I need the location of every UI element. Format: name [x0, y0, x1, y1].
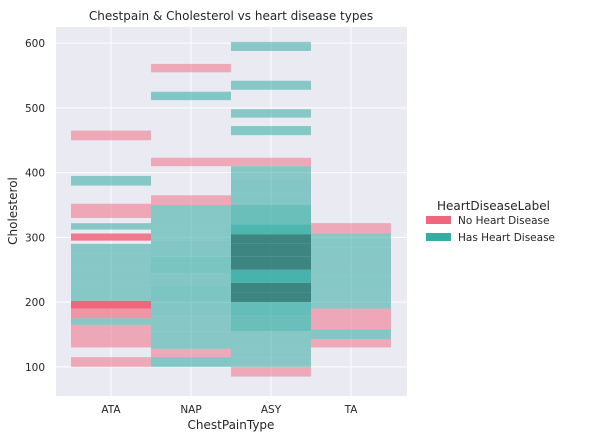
heatmap-cell-has-heart-disease	[231, 179, 311, 193]
heatmap-cell-no-heart-disease	[311, 308, 391, 330]
y-axis-label: Cholesterol	[6, 177, 20, 245]
x-tick-label: TA	[344, 404, 359, 416]
y-tick-label: 400	[25, 168, 45, 180]
heatmap-cell-has-heart-disease	[311, 247, 391, 262]
heatmap-cell-has-heart-disease	[311, 276, 391, 293]
heatmap-cell-no-heart-disease	[151, 348, 231, 358]
heatmap-cell-has-heart-disease	[231, 269, 311, 283]
y-tick-label: 500	[25, 103, 45, 115]
legend-title: HeartDiseaseLabel	[437, 199, 550, 213]
legend-swatch-no-heart-disease	[426, 216, 451, 224]
legend-swatch-has-heart-disease	[426, 233, 451, 241]
heatmap-cell-has-heart-disease	[151, 240, 231, 257]
heatmap-cell-has-heart-disease	[231, 41, 311, 51]
heatmap-cell-no-heart-disease	[311, 223, 391, 234]
heatmap-cell-has-heart-disease	[151, 331, 231, 349]
legend-label-no-heart-disease: No Heart Disease	[458, 215, 549, 227]
heatmap-cell-has-heart-disease	[231, 166, 311, 180]
heatmap-cell-has-heart-disease	[231, 315, 311, 332]
heatmap-cell-has-heart-disease	[311, 329, 391, 340]
heatmap-cells	[71, 41, 391, 377]
heatmap-cell-has-heart-disease	[311, 261, 391, 277]
heatmap-cell-no-heart-disease	[151, 157, 231, 167]
heatmap-cell-has-heart-disease	[231, 243, 311, 257]
heatmap-cell-has-heart-disease	[71, 318, 151, 325]
heatmap-cell-no-heart-disease	[151, 63, 231, 73]
heatmap-cell-has-heart-disease	[151, 224, 231, 241]
heatmap-cell-has-heart-disease	[231, 109, 311, 118]
heatmap-cell-has-heart-disease	[71, 175, 151, 186]
heatmap-cell-has-heart-disease	[151, 285, 231, 303]
heatmap-cell-no-heart-disease	[71, 324, 151, 332]
heatmap-cell-no-heart-disease	[231, 366, 311, 377]
x-tick-labels: ATA NAP ASY TA	[101, 404, 358, 416]
heatmap-cell-no-heart-disease	[71, 357, 151, 367]
heatmap-cell-has-heart-disease	[311, 292, 391, 309]
heatmap-cell-has-heart-disease	[231, 224, 311, 235]
heatmap-cell-has-heart-disease	[151, 302, 231, 316]
y-tick-label: 200	[25, 297, 45, 309]
x-axis-label: ChestPainType	[188, 418, 275, 432]
y-tick-labels: 100 200 300 400 500 600	[25, 38, 45, 374]
heatmap-cell-has-heart-disease	[71, 253, 151, 267]
heatmap-cell-has-heart-disease	[71, 266, 151, 286]
x-tick-label: ATA	[101, 404, 121, 416]
heatmap-cell-has-heart-disease	[231, 80, 311, 90]
heatmap-cell-has-heart-disease	[231, 126, 311, 136]
legend: HeartDiseaseLabel No Heart Disease Has H…	[426, 199, 555, 244]
heatmap-cell-has-heart-disease	[231, 357, 311, 367]
heatmap-cell-has-heart-disease	[151, 357, 231, 367]
heatmap-cell-has-heart-disease	[311, 233, 391, 248]
x-tick-label: ASY	[261, 404, 282, 416]
heatmap-cell-has-heart-disease	[231, 282, 311, 293]
heatmap-cell-no-heart-disease	[71, 203, 151, 218]
heatmap-cell-no-heart-disease	[71, 308, 151, 319]
heatmap-cell-has-heart-disease	[71, 243, 151, 254]
heatmap-cell-has-heart-disease	[151, 256, 231, 273]
heatmap-cell-no-heart-disease	[71, 300, 151, 309]
heatmap-cell-has-heart-disease	[151, 205, 231, 212]
heatmap-cell-no-heart-disease	[71, 130, 151, 141]
heatmap-cell-has-heart-disease	[231, 292, 311, 303]
y-tick-label: 600	[25, 38, 45, 50]
y-tick-label: 300	[25, 232, 45, 244]
heatmap-cell-has-heart-disease	[231, 331, 311, 348]
heatmap-cell-no-heart-disease	[311, 339, 391, 348]
x-tick-label: NAP	[180, 404, 201, 416]
heatmap-cell-has-heart-disease	[151, 273, 231, 286]
heatmap-cell-has-heart-disease	[151, 315, 231, 332]
heatmap-cell-no-heart-disease	[71, 233, 151, 241]
chart-title: Chestpain & Cholesterol vs heart disease…	[89, 9, 373, 23]
heatmap-cell-has-heart-disease	[231, 192, 311, 206]
heatmap-cell-no-heart-disease	[151, 195, 231, 206]
legend-label-has-heart-disease: Has Heart Disease	[458, 232, 555, 244]
heatmap-cell-no-heart-disease	[231, 157, 311, 167]
heatmap-cell-has-heart-disease	[231, 256, 311, 270]
heatmap-cell-has-heart-disease	[151, 211, 231, 225]
heatmap-cell-has-heart-disease	[71, 223, 151, 230]
heatmap-cell-has-heart-disease	[151, 91, 231, 101]
heatmap-cell-has-heart-disease	[231, 205, 311, 225]
heatmap-cell-has-heart-disease	[231, 234, 311, 244]
heatmap-cell-has-heart-disease	[231, 302, 311, 316]
heatmap-cell-has-heart-disease	[231, 347, 311, 358]
y-tick-label: 100	[25, 362, 45, 374]
heatmap-cell-has-heart-disease	[71, 285, 151, 301]
heatmap-cell-no-heart-disease	[71, 331, 151, 348]
